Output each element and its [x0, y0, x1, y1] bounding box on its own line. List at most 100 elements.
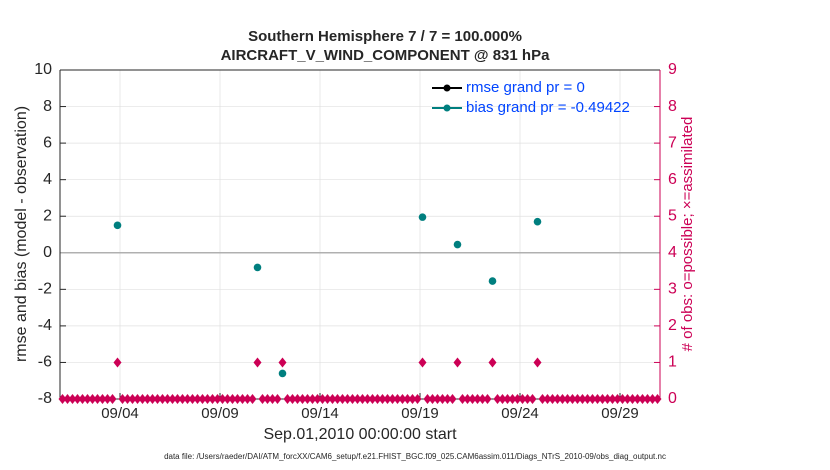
- obs-count-marker: [163, 394, 172, 404]
- obs-count-marker: [573, 394, 582, 404]
- obs-count-marker: [238, 394, 247, 404]
- obs-count-marker: [128, 394, 137, 404]
- obs-count-marker: [613, 394, 622, 404]
- obs-count-marker: [188, 394, 197, 404]
- obs-count-marker: [538, 394, 547, 404]
- obs-count-marker: [108, 394, 117, 404]
- obs-count-marker: [503, 394, 512, 404]
- y2-tick-label: 8: [668, 98, 677, 115]
- obs-count-marker: [588, 394, 597, 404]
- x-tick-label: 09/14: [301, 405, 339, 422]
- obs-count-marker: [353, 394, 362, 404]
- obs-count-marker: [343, 394, 352, 404]
- obs-count-marker: [448, 394, 457, 404]
- obs-count-marker: [208, 394, 217, 404]
- y-tick-label: -8: [38, 390, 52, 407]
- obs-count-marker: [358, 394, 367, 404]
- obs-count-marker: [228, 394, 237, 404]
- x-axis-label: Sep.01,2010 00:00:00 start: [263, 426, 457, 443]
- obs-count-marker: [83, 394, 92, 404]
- obs-count-marker: [473, 394, 482, 404]
- obs-count-marker: [113, 357, 122, 368]
- legend-marker: [443, 84, 451, 92]
- obs-count-marker: [78, 394, 87, 404]
- obs-count-marker: [393, 394, 402, 404]
- obs-count-marker: [158, 394, 167, 404]
- obs-count-marker: [638, 394, 647, 404]
- y-tick-label: -2: [38, 281, 52, 298]
- obs-count-marker: [563, 394, 572, 404]
- obs-count-marker: [363, 394, 372, 404]
- obs-count-marker: [143, 394, 152, 404]
- obs-count-marker: [383, 394, 392, 404]
- obs-count-marker: [293, 394, 302, 404]
- obs-count-marker: [388, 394, 397, 404]
- x-tick-label: 09/29: [601, 405, 639, 422]
- y-axis-label: rmse and bias (model - observation): [13, 106, 30, 362]
- obs-count-marker: [483, 394, 492, 404]
- chart-title: Southern Hemisphere 7 / 7 = 100.000%: [248, 28, 522, 45]
- obs-count-marker: [438, 394, 447, 404]
- obs-count-marker: [253, 357, 262, 368]
- obs-count-marker: [493, 394, 502, 404]
- obs-count-marker: [428, 394, 437, 404]
- obs-count-marker: [443, 394, 452, 404]
- obs-count-marker: [233, 394, 242, 404]
- obs-count-marker: [333, 394, 342, 404]
- obs-count-marker: [218, 394, 227, 404]
- obs-count-marker: [338, 394, 347, 404]
- obs-count-marker: [598, 394, 607, 404]
- obs-count-marker: [548, 394, 557, 404]
- obs-count-marker: [153, 394, 162, 404]
- obs-count-marker: [518, 394, 527, 404]
- obs-count-marker: [328, 394, 337, 404]
- obs-count-marker: [513, 394, 522, 404]
- obs-count-marker: [193, 394, 202, 404]
- obs-count-marker: [643, 394, 652, 404]
- y2-tick-label: 0: [668, 390, 677, 407]
- obs-count-marker: [413, 394, 422, 404]
- obs-count-marker: [298, 394, 307, 404]
- data-point: [453, 240, 462, 249]
- obs-count-marker: [93, 394, 102, 404]
- y-tick-label: 2: [43, 207, 52, 224]
- obs-count-marker: [98, 394, 107, 404]
- obs-count-marker: [68, 394, 77, 404]
- obs-count-marker: [628, 394, 637, 404]
- x-tick-label: 09/19: [401, 405, 439, 422]
- obs-count-marker: [543, 394, 552, 404]
- y2-tick-label: 1: [668, 354, 677, 371]
- chart-subtitle: AIRCRAFT_V_WIND_COMPONENT @ 831 hPa: [221, 47, 551, 64]
- obs-count-marker: [508, 394, 517, 404]
- obs-count-marker: [133, 394, 142, 404]
- y2-tick-label: 7: [668, 134, 677, 151]
- y2-tick-label: 9: [668, 61, 677, 78]
- y2-tick-label: 4: [668, 244, 677, 261]
- obs-count-marker: [553, 394, 562, 404]
- y2-tick-label: 5: [668, 207, 677, 224]
- y2-tick-label: 6: [668, 171, 677, 188]
- obs-count-marker: [168, 394, 177, 404]
- obs-count-marker: [248, 394, 257, 404]
- y-tick-label: 8: [43, 98, 52, 115]
- data-point: [488, 277, 497, 285]
- obs-count-marker: [348, 394, 357, 404]
- obs-count-marker: [423, 394, 432, 404]
- obs-count-marker: [528, 394, 537, 404]
- obs-count-marker: [263, 394, 272, 404]
- x-tick-label: 09/09: [201, 405, 239, 422]
- obs-count-marker: [378, 394, 387, 404]
- obs-count-marker: [303, 394, 312, 404]
- obs-count-marker: [73, 394, 82, 404]
- obs-count-marker: [368, 394, 377, 404]
- footnote: data file: /Users/raeder/DAI/ATM_forcXX/…: [164, 452, 666, 461]
- y-tick-label: -6: [38, 354, 52, 371]
- obs-count-marker: [418, 357, 427, 368]
- y2-axis-label: # of obs: o=possible; ×=assimilated: [679, 117, 696, 352]
- obs-count-marker: [183, 394, 192, 404]
- data-point: [113, 221, 122, 230]
- obs-count-marker: [178, 394, 187, 404]
- y-tick-label: 6: [43, 134, 52, 151]
- obs-count-marker: [148, 394, 157, 404]
- obs-count-marker: [63, 394, 72, 404]
